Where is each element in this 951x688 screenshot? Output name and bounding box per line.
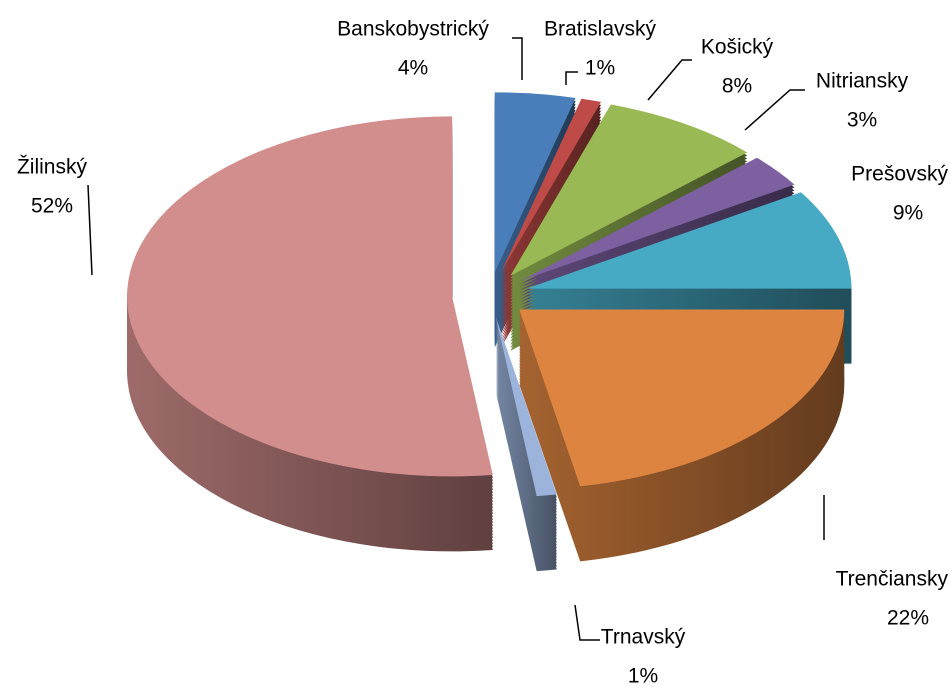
slice xyxy=(500,98,602,274)
slice-value-label: 22% xyxy=(887,607,929,630)
slice-label: Žilinský xyxy=(17,156,88,179)
leader-line xyxy=(647,59,692,101)
slice-value-label: 1% xyxy=(585,57,615,80)
leader-line xyxy=(512,37,523,80)
slice-side xyxy=(500,101,602,277)
slice xyxy=(127,116,493,477)
slice-value-label: 8% xyxy=(722,75,752,98)
slice xyxy=(495,317,557,497)
slice-value-label: 9% xyxy=(893,202,923,225)
leader-line xyxy=(574,604,600,641)
slice xyxy=(494,92,576,273)
slice xyxy=(510,104,748,276)
slice-side xyxy=(500,113,602,289)
slice-label: Bratislavský xyxy=(544,18,657,41)
leader-line xyxy=(87,184,93,276)
slice xyxy=(519,309,845,487)
leader-line xyxy=(744,89,805,131)
slice xyxy=(526,192,852,289)
slice-side xyxy=(500,107,602,283)
slice-side xyxy=(500,104,602,280)
slice-label: Nitriansky xyxy=(816,70,909,93)
slice-value-label: 52% xyxy=(31,195,73,218)
slice-side xyxy=(500,110,602,286)
slice-label: Trenčiansky xyxy=(836,568,949,591)
slice-value-label: 4% xyxy=(398,57,428,80)
slice-side xyxy=(500,116,602,292)
slice-value-label: 3% xyxy=(847,109,877,132)
leader-line xyxy=(565,71,578,85)
slice-value-label: 1% xyxy=(628,665,658,688)
slice-label: Trnavský xyxy=(601,626,686,649)
slice-label: Košický xyxy=(701,36,774,59)
slice-label: Prešovský xyxy=(851,163,948,186)
slice-label: Banskobystrický xyxy=(337,18,489,41)
slice xyxy=(520,157,795,282)
